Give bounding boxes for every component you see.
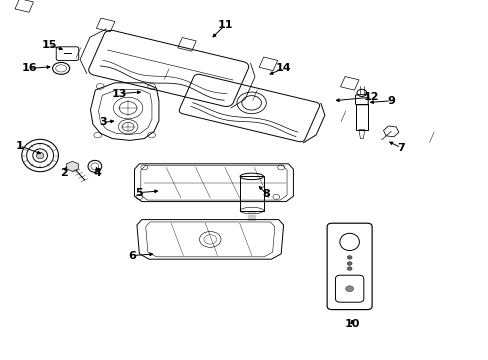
Text: 14: 14 (275, 63, 291, 73)
Text: 1: 1 (16, 141, 23, 151)
Text: 4: 4 (94, 168, 102, 178)
Circle shape (346, 267, 351, 270)
Circle shape (346, 262, 351, 265)
Text: 16: 16 (21, 63, 37, 73)
Text: 6: 6 (128, 251, 136, 261)
Text: 13: 13 (112, 89, 127, 99)
Polygon shape (66, 161, 78, 171)
Text: 9: 9 (386, 96, 394, 106)
Circle shape (346, 256, 351, 259)
Bar (240, 176, 263, 211)
Text: 2: 2 (60, 168, 67, 178)
Ellipse shape (36, 152, 44, 159)
Text: 11: 11 (217, 20, 232, 30)
Circle shape (345, 286, 353, 292)
Bar (355, 104, 367, 130)
Text: 5: 5 (135, 188, 143, 198)
Text: 8: 8 (262, 189, 270, 199)
Text: 10: 10 (344, 319, 359, 329)
Text: 7: 7 (396, 143, 404, 153)
Text: 12: 12 (363, 92, 379, 102)
Text: 3: 3 (99, 117, 106, 127)
Text: 15: 15 (41, 40, 57, 50)
